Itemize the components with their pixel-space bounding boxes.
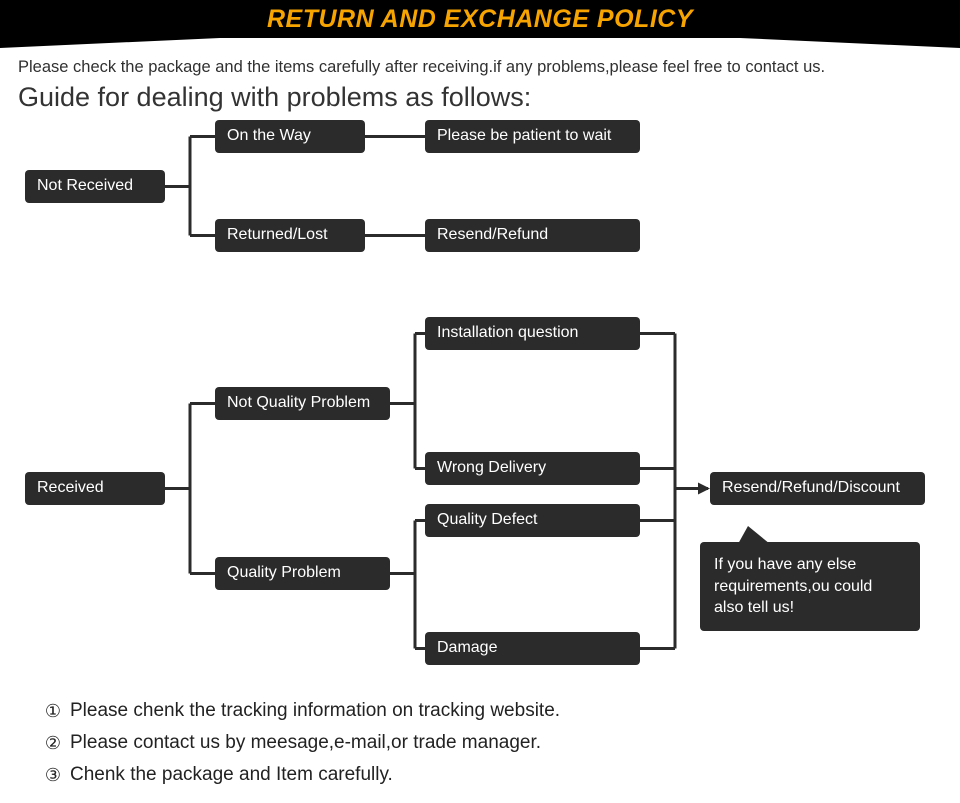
flow-node-resend-refund-1: Resend/Refund <box>425 219 640 252</box>
flow-node-not-quality: Not Quality Problem <box>215 387 390 420</box>
flow-node-wrong-delivery: Wrong Delivery <box>425 452 640 485</box>
flow-node-damage: Damage <box>425 632 640 665</box>
header-title: RETURN AND EXCHANGE POLICY <box>267 5 693 34</box>
note-text: Chenk the package and Item carefully. <box>70 764 393 786</box>
flow-node-returned-lost: Returned/Lost <box>215 219 365 252</box>
flow-node-install-q: Installation question <box>425 317 640 350</box>
note-numeral: ① <box>42 700 64 722</box>
note-text: Please chenk the tracking information on… <box>70 700 560 722</box>
flow-node-on-the-way: On the Way <box>215 120 365 153</box>
flow-node-quality-defect: Quality Defect <box>425 504 640 537</box>
flow-node-not-received: Not Received <box>25 170 165 203</box>
guide-heading: Guide for dealing with problems as follo… <box>18 82 531 113</box>
notes-list: ① Please chenk the tracking information … <box>42 700 922 796</box>
flow-node-received: Received <box>25 472 165 505</box>
callout-tail <box>738 526 770 544</box>
note-row: ① Please chenk the tracking information … <box>42 700 922 722</box>
flowchart: Not Received On the Way Returned/Lost Pleas… <box>0 112 960 692</box>
intro-text: Please check the package and the items c… <box>18 58 938 77</box>
note-numeral: ② <box>42 732 64 754</box>
header-strip: RETURN AND EXCHANGE POLICY <box>0 0 960 38</box>
flow-node-quality-problem: Quality Problem <box>215 557 390 590</box>
note-row: ③ Chenk the package and Item carefully. <box>42 764 922 786</box>
page-root: RETURN AND EXCHANGE POLICY Please check … <box>0 0 960 803</box>
note-numeral: ③ <box>42 764 64 786</box>
callout-bubble: If you have any else requirements,ou cou… <box>700 542 920 631</box>
flow-node-resend-refund-disc: Resend/Refund/Discount <box>710 472 925 505</box>
flow-node-be-patient: Please be patient to wait <box>425 120 640 153</box>
callout-text: If you have any else requirements,ou cou… <box>714 556 872 616</box>
note-text: Please contact us by meesage,e-mail,or t… <box>70 732 541 754</box>
note-row: ② Please contact us by meesage,e-mail,or… <box>42 732 922 754</box>
